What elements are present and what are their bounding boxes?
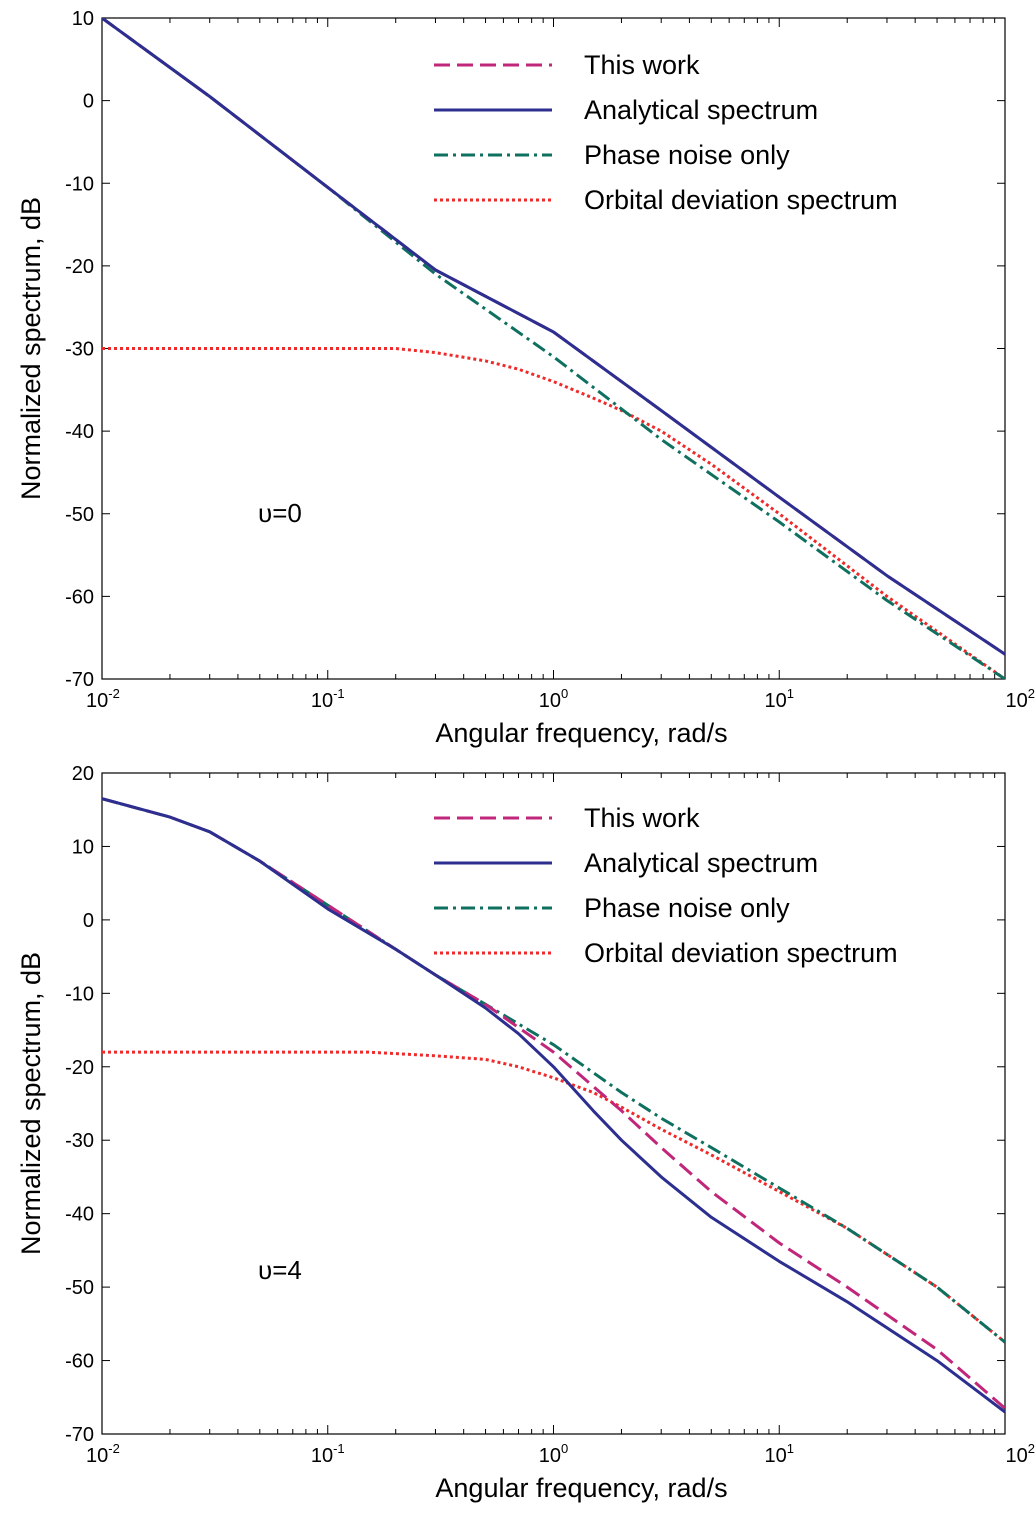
legend-label: This work <box>584 50 700 80</box>
y-tick-label: -70 <box>65 669 94 691</box>
y-tick-label: 0 <box>83 910 94 932</box>
y-tick-label: -50 <box>65 504 94 526</box>
y-tick-label: 0 <box>83 91 94 113</box>
series-line-orbital-deviation-spectrum <box>102 1050 1005 1344</box>
x-axis-label: Angular frequency, rad/s <box>435 1473 727 1503</box>
x-tick-label: 101 <box>765 686 794 712</box>
legend-label: Analytical spectrum <box>584 848 818 878</box>
y-tick-label: -40 <box>65 1204 94 1226</box>
legend-label: This work <box>584 803 700 833</box>
y-axis-label: Normalized spectrum, dB <box>16 197 46 500</box>
y-tick-label: 20 <box>72 763 94 785</box>
legend: This work Analytical spectrum Phase noise … <box>434 50 898 215</box>
series-line-phase-noise-only <box>102 797 1005 1344</box>
series-line-analytical-spectrum <box>102 18 1005 656</box>
x-tick-label: 10-1 <box>311 1441 345 1467</box>
x-tick-label: 101 <box>765 1441 794 1467</box>
x-tick-label: 100 <box>539 686 568 712</box>
annotation: υ=0 <box>258 498 302 528</box>
y-tick-label: -30 <box>65 1130 94 1152</box>
legend: This work Analytical spectrum Phase noise … <box>434 803 898 968</box>
legend-label: Orbital deviation spectrum <box>584 185 898 215</box>
x-tick-label: 102 <box>1006 686 1035 712</box>
x-tick-label: 10-2 <box>86 1441 120 1467</box>
series-line-this-work <box>102 18 1005 656</box>
legend-label: Analytical spectrum <box>584 95 818 125</box>
y-tick-label: -10 <box>65 983 94 1005</box>
x-tick-label: 10-1 <box>311 686 345 712</box>
series-line-analytical-spectrum <box>102 797 1005 1414</box>
plot-frame <box>101 772 1006 1435</box>
y-tick-label: -60 <box>65 1351 94 1373</box>
y-tick-label: -60 <box>65 586 94 608</box>
y-tick-label: -50 <box>65 1277 94 1299</box>
x-tick-label: 102 <box>1006 1441 1035 1467</box>
x-tick-label: 100 <box>539 1441 568 1467</box>
series-group <box>102 797 1005 1414</box>
y-tick-label: 10 <box>72 836 94 858</box>
y-tick-label: 10 <box>72 8 94 30</box>
y-tick-label: -30 <box>65 339 94 361</box>
y-tick-label: -10 <box>65 173 94 195</box>
legend-label: Phase noise only <box>584 893 790 923</box>
annotation: υ=4 <box>258 1255 302 1285</box>
series-line-orbital-deviation-spectrum <box>102 347 1005 679</box>
y-axis-label: Normalized spectrum, dB <box>16 952 46 1255</box>
x-axis-label: Angular frequency, rad/s <box>435 718 727 748</box>
series-group <box>102 18 1005 679</box>
x-tick-label: 10-2 <box>86 686 120 712</box>
y-tick-label: -20 <box>65 256 94 278</box>
legend-label: Phase noise only <box>584 140 790 170</box>
y-tick-label: -70 <box>65 1424 94 1446</box>
y-tick-label: -40 <box>65 421 94 443</box>
y-tick-label: -20 <box>65 1057 94 1079</box>
legend-label: Orbital deviation spectrum <box>584 938 898 968</box>
